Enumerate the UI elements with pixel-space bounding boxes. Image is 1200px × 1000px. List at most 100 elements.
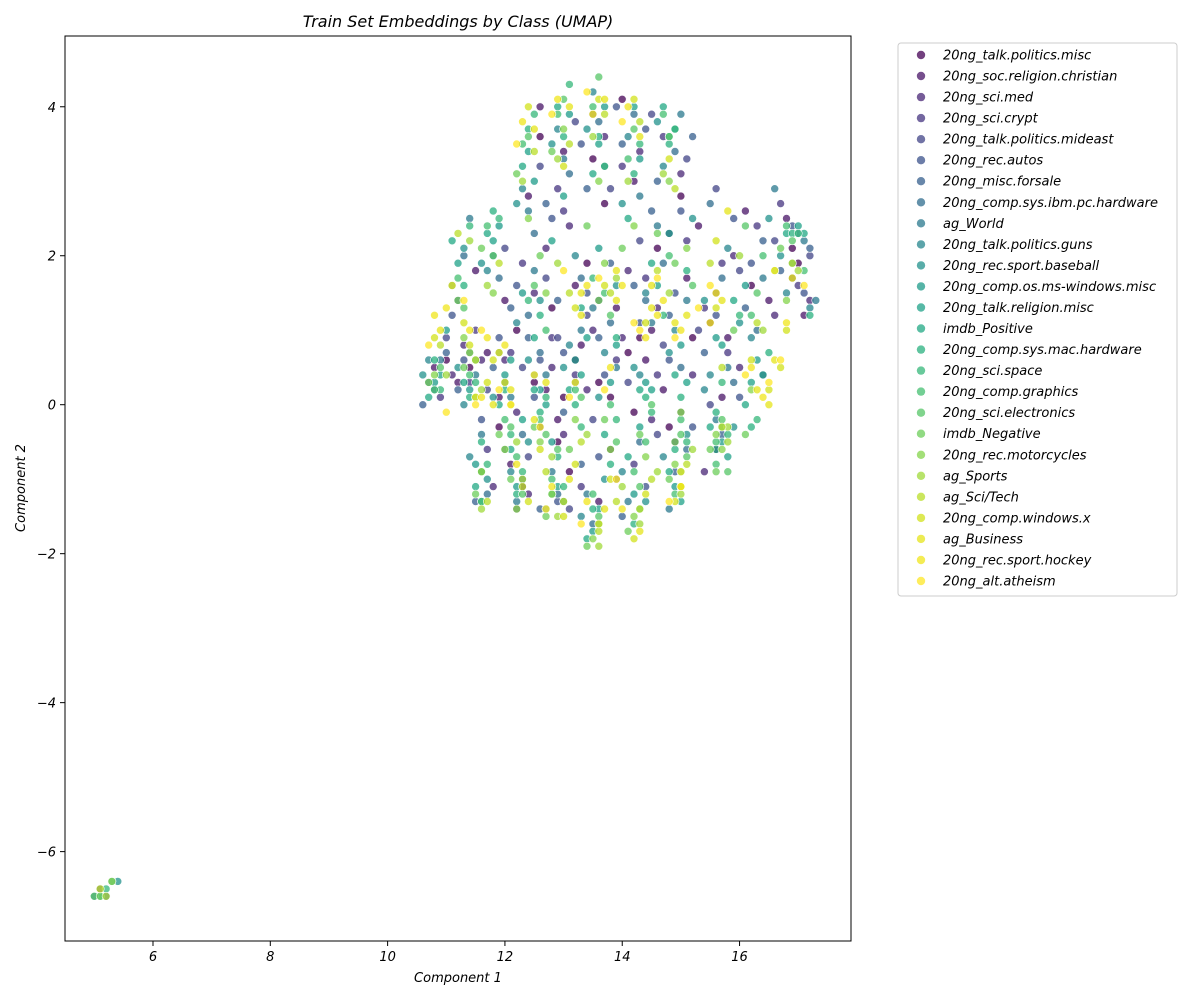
data-point (494, 348, 504, 357)
data-point (570, 117, 580, 126)
y-tick-label: −2 (37, 548, 56, 563)
data-point (647, 258, 656, 268)
data-point (547, 452, 557, 462)
data-point (711, 310, 721, 320)
data-point (717, 340, 727, 350)
data-point (594, 273, 604, 283)
data-point (488, 392, 498, 402)
data-point (576, 512, 586, 521)
data-point (518, 117, 527, 126)
data-point (700, 296, 709, 305)
data-point (465, 325, 475, 335)
data-point (635, 236, 645, 246)
data-point (477, 258, 486, 268)
data-point (688, 370, 697, 380)
y-axis-label: Component 2 (14, 444, 29, 532)
data-point (629, 363, 639, 372)
data-point (559, 206, 568, 216)
data-point (588, 325, 598, 335)
data-point (430, 310, 439, 320)
data-point (764, 385, 774, 395)
plot-points (90, 72, 821, 901)
legend-label: 20ng_sci.space (943, 364, 1042, 379)
data-point (588, 102, 598, 112)
data-point (612, 102, 621, 112)
data-point (529, 266, 539, 275)
data-point (700, 348, 709, 357)
data-point (576, 288, 586, 298)
data-point (617, 95, 627, 104)
data-point (612, 266, 621, 275)
data-point (535, 162, 545, 171)
data-point (729, 325, 739, 335)
data-point (641, 296, 651, 305)
legend-marker (916, 261, 926, 270)
data-point (541, 400, 551, 410)
data-point (705, 422, 715, 432)
data-point (787, 236, 797, 246)
y-tick-label: 0 (48, 399, 56, 414)
data-point (647, 281, 656, 290)
data-point (524, 437, 533, 447)
legend-marker (916, 576, 926, 586)
data-point (588, 109, 598, 119)
data-point (506, 474, 516, 484)
data-point (782, 318, 791, 328)
data-point (600, 415, 609, 424)
data-point (494, 333, 504, 343)
data-point (488, 206, 498, 216)
x-tick-label: 16 (731, 950, 748, 965)
data-point (623, 176, 633, 186)
data-point (729, 378, 739, 387)
data-point (482, 266, 492, 275)
data-point (670, 258, 680, 268)
data-point (465, 370, 475, 380)
data-point (570, 378, 580, 387)
data-point (758, 370, 768, 380)
data-point (506, 385, 516, 395)
data-point (600, 385, 609, 395)
data-point (735, 363, 744, 372)
data-point (682, 452, 692, 462)
data-point (723, 244, 733, 253)
data-point (617, 482, 627, 491)
data-point (623, 154, 633, 164)
data-point (635, 154, 645, 164)
data-point (582, 385, 592, 395)
data-point (612, 333, 621, 343)
data-point (670, 124, 680, 134)
data-point (594, 139, 604, 149)
data-point (582, 221, 592, 231)
data-point (582, 430, 592, 439)
data-point (535, 407, 545, 417)
data-point (705, 281, 715, 290)
data-point (588, 534, 598, 544)
data-point (805, 251, 815, 260)
data-point (594, 333, 604, 343)
x-tick-label: 10 (379, 950, 396, 965)
data-point (623, 497, 633, 506)
data-point (436, 363, 445, 372)
data-point (670, 445, 680, 454)
legend-label: 20ng_rec.sport.baseball (943, 259, 1100, 274)
data-point (541, 392, 551, 402)
data-point (717, 392, 727, 402)
data-point (705, 258, 715, 268)
data-point (653, 176, 662, 186)
data-point (799, 281, 809, 290)
data-point (500, 415, 510, 424)
data-point (465, 221, 475, 231)
data-point (787, 273, 797, 283)
data-point (664, 154, 674, 164)
data-point (729, 296, 739, 305)
data-point (647, 385, 656, 395)
data-point (488, 236, 498, 246)
data-point (764, 378, 774, 387)
data-point (471, 378, 480, 387)
data-point (658, 102, 668, 112)
data-point (635, 385, 645, 395)
data-point (430, 385, 439, 395)
data-point (811, 296, 821, 305)
data-point (723, 452, 733, 462)
data-point (506, 303, 516, 313)
